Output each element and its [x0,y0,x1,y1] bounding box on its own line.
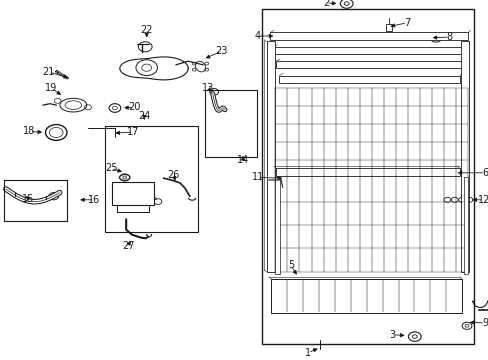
Text: 4: 4 [254,31,260,41]
Text: 18: 18 [23,126,36,136]
Text: 27: 27 [122,240,134,251]
Text: 24: 24 [138,111,150,121]
Text: 17: 17 [127,127,140,137]
Text: 20: 20 [128,102,141,112]
Bar [273,47,465,54]
Bar [4,180,67,221]
Text: 6: 6 [481,168,487,178]
Text: 2: 2 [323,0,328,8]
Text: 1: 1 [305,348,310,358]
Text: 14: 14 [236,155,249,165]
Bar [386,24,391,31]
Text: 7: 7 [403,18,409,28]
Text: 5: 5 [287,260,293,270]
Bar [270,32,468,40]
Text: 26: 26 [167,170,180,180]
Bar [463,177,468,274]
Bar [275,177,280,274]
Bar [276,168,459,176]
Bar [105,126,198,232]
Bar [205,90,256,157]
Text: 16: 16 [88,195,101,205]
Text: 23: 23 [215,46,227,56]
Bar [279,76,459,83]
Text: 11: 11 [251,172,264,183]
Bar [261,9,473,344]
Text: 8: 8 [446,32,452,42]
Text: 21: 21 [42,67,55,77]
Bar [276,61,462,68]
Text: 22: 22 [140,25,153,35]
Bar [266,41,275,272]
Ellipse shape [60,98,87,112]
Text: 15: 15 [22,194,35,204]
Bar [460,41,468,272]
Polygon shape [271,279,461,313]
Text: 13: 13 [201,83,214,93]
Text: 19: 19 [45,83,58,93]
Text: 25: 25 [104,163,117,173]
Text: 9: 9 [481,318,487,328]
Bar [112,182,154,205]
Text: 12: 12 [477,195,488,205]
Text: 3: 3 [389,330,395,340]
